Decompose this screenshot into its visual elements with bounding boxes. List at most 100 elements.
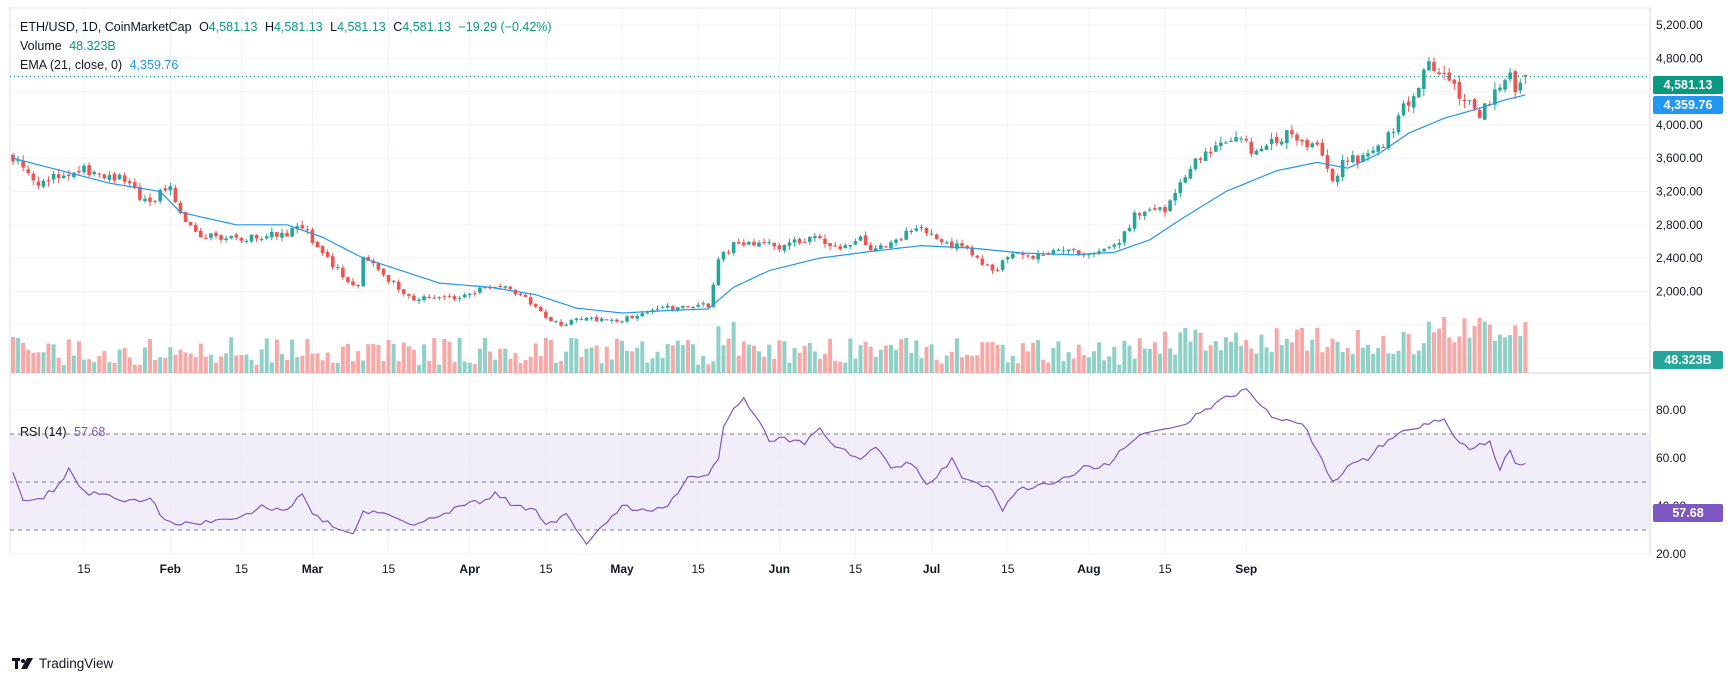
volume-bar [127, 357, 132, 373]
candle-body [889, 242, 893, 248]
candle-body [1254, 150, 1259, 155]
candle-body [46, 180, 51, 182]
volume-bar [1523, 321, 1528, 373]
volume-bar [1386, 353, 1391, 373]
high-label: H [264, 20, 274, 34]
volume-bar [1300, 327, 1305, 373]
candle-body [1031, 256, 1035, 259]
volume-bar [696, 364, 701, 373]
candle-body [772, 242, 777, 247]
tradingview-logo[interactable]: TradingView [12, 656, 113, 671]
volume-bar [1284, 338, 1289, 373]
price-tick-label: 2,000.00 [1656, 284, 1703, 298]
candle-body [1371, 150, 1375, 153]
brand-name: TradingView [39, 656, 114, 671]
time-tick-label: Mar [302, 562, 324, 576]
volume-bar [965, 354, 970, 373]
volume-bar [1223, 337, 1228, 373]
volume-bar [1142, 348, 1147, 373]
volume-bar [640, 341, 645, 373]
candle-body [1437, 72, 1441, 75]
volume-bar [736, 355, 741, 373]
rsi-value: 57.68 [74, 425, 106, 439]
volume-bar [173, 354, 178, 373]
candle-body [604, 319, 609, 321]
volume-bar [1503, 337, 1508, 373]
candle-body [1295, 134, 1299, 141]
candle-body [77, 170, 81, 173]
volume-bar [538, 356, 543, 373]
candle-body [1498, 87, 1502, 91]
volume-bar [330, 362, 335, 373]
candle-body [254, 235, 259, 239]
candle-body [285, 232, 289, 237]
candle-body [1076, 250, 1081, 256]
candle-body [219, 235, 223, 240]
candle-body [777, 245, 782, 250]
candle-body [625, 316, 629, 322]
candle-body [934, 234, 939, 240]
candle-body [1239, 138, 1243, 140]
candle-body [1082, 254, 1086, 256]
candle-body [797, 238, 802, 244]
volume-bar [894, 349, 899, 373]
candle-body [904, 230, 908, 240]
rsi-line [12, 388, 1526, 546]
candle-body [630, 315, 634, 318]
volume-bar [731, 321, 736, 373]
volume-bar [1477, 317, 1482, 373]
axes: 1,200.002,000.002,400.002,800.003,200.00… [77, 18, 1703, 576]
volume-bar [279, 354, 284, 373]
volume-bar [1492, 340, 1497, 373]
candle-body [127, 181, 132, 184]
volume-bar [848, 338, 853, 373]
candle-body [528, 297, 533, 305]
candle-body [589, 317, 594, 319]
volume-bar [1137, 338, 1142, 373]
candle-body [1178, 182, 1183, 194]
candle-body [787, 242, 792, 246]
candle-body [183, 211, 188, 223]
volume-bar [1086, 357, 1091, 373]
volume-bar [579, 357, 584, 373]
volume-bar [239, 354, 244, 373]
price-tick-label: 5,200.00 [1656, 18, 1703, 32]
candle-body [610, 319, 614, 321]
volume-bar [853, 358, 858, 373]
volume-bar [782, 341, 787, 373]
candle-body [67, 174, 71, 176]
volume-bar [97, 355, 102, 373]
candle-body [1305, 139, 1309, 148]
candle-body [747, 241, 751, 245]
volume-bar [224, 353, 229, 373]
candle-body [914, 228, 919, 231]
volume-badge: 48.323B [1653, 351, 1723, 369]
volume-bar [269, 362, 274, 373]
volume-bar [1264, 347, 1269, 373]
candle-body [148, 197, 152, 202]
candle-body [239, 238, 244, 241]
candle-body [975, 255, 980, 258]
candle-body [1264, 145, 1269, 150]
candle-body [1310, 143, 1314, 147]
candle-body [757, 242, 761, 247]
open-label: O [199, 20, 209, 34]
candle-body [122, 175, 127, 182]
time-tick-label: Aug [1077, 562, 1100, 576]
volume-bar [82, 359, 87, 373]
ema-badge: 4,359.76 [1653, 96, 1723, 114]
volume-bar [1457, 336, 1462, 373]
volume-bar [1371, 353, 1376, 373]
candle-body [1112, 244, 1117, 247]
volume-bar [1203, 350, 1208, 373]
candle-body [579, 318, 584, 320]
candle-body [1340, 160, 1345, 178]
candle-body [61, 175, 66, 179]
candle-body [594, 317, 599, 322]
volume-bar [584, 348, 589, 373]
volume-bar [244, 354, 249, 373]
candle-body [929, 233, 934, 235]
volume-bar [1355, 329, 1360, 373]
volume-bar [234, 355, 239, 373]
